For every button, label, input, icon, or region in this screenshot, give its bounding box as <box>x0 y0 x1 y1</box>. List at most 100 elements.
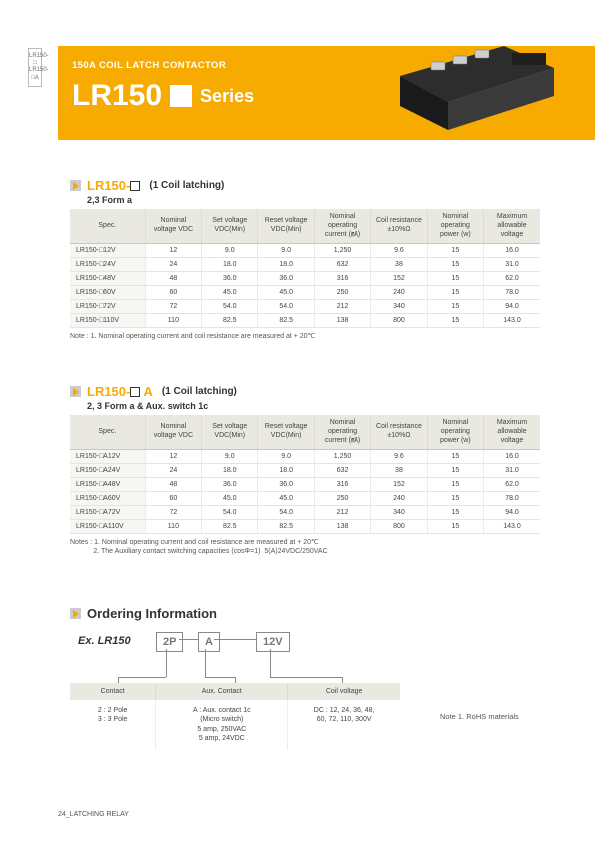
table-col-header: Nominal voltage VDC <box>145 209 201 244</box>
section-ordering: Ordering Information Ex. LR150 2P A 12V … <box>70 606 540 750</box>
order-cell: DC : 12, 24, 36, 48, 60, 72, 110, 300V <box>288 700 400 750</box>
table-col-header: Spec. <box>70 209 145 244</box>
section-header: LR150- (1 Coil latching) <box>70 178 540 193</box>
table-cell: 94.0 <box>484 300 540 314</box>
table-cell: 54.0 <box>202 300 258 314</box>
table-cell: 15 <box>427 272 483 286</box>
table-cell: 143.0 <box>484 314 540 328</box>
section-subtitle: 2,3 Form a <box>87 195 540 205</box>
table-cell: 82.5 <box>258 520 314 534</box>
table-row: LR150-□A60V6045.045.02502401578.0 <box>70 492 540 506</box>
table-cell: 72 <box>145 506 201 520</box>
order-cell: A : Aux. contact 1c (Micro switch) 5 amp… <box>156 700 288 750</box>
table-cell: 62.0 <box>484 478 540 492</box>
table-col-header: Coil resistance ±10%Ω <box>371 209 427 244</box>
table-cell: 16.0 <box>484 450 540 464</box>
section-lr150: LR150- (1 Coil latching) 2,3 Form a Spec… <box>70 178 540 341</box>
table-cell: 212 <box>314 506 370 520</box>
table-cell: 72 <box>145 300 201 314</box>
table-col-header: Spec. <box>70 415 145 450</box>
table-row: LR150-□A12V129.09.01,2509.61516.0 <box>70 450 540 464</box>
table-row: LR150-□48V4836.036.03161521562.0 <box>70 272 540 286</box>
table-cell: 15 <box>427 286 483 300</box>
table-row: LR150-□A24V2418.018.0632381531.0 <box>70 464 540 478</box>
table-cell: 12 <box>145 450 201 464</box>
ordering-diagram: Ex. LR150 2P A 12V <box>78 625 540 683</box>
table-cell: LR150-□A60V <box>70 492 145 506</box>
table-cell: 15 <box>427 450 483 464</box>
table-cell: 9.0 <box>202 244 258 258</box>
table-cell: 12 <box>145 244 201 258</box>
table-col-header: Nominal voltage VDC <box>145 415 201 450</box>
table-cell: 38 <box>371 258 427 272</box>
table-cell: LR150-□60V <box>70 286 145 300</box>
table-cell: 45.0 <box>202 286 258 300</box>
ordering-box-contact: 2P <box>156 632 183 652</box>
table-cell: 250 <box>314 286 370 300</box>
table-cell: 15 <box>427 478 483 492</box>
table-cell: 15 <box>427 520 483 534</box>
table-cell: 24 <box>145 258 201 272</box>
side-tab-line: LR150-□ <box>29 53 41 67</box>
ordering-box-voltage: 12V <box>256 632 290 652</box>
table-cell: 316 <box>314 272 370 286</box>
table-cell: 18.0 <box>258 464 314 478</box>
table-cell: 15 <box>427 258 483 272</box>
table-col-header: Set voltage VDC(Min) <box>202 415 258 450</box>
banner-series-word: Series <box>200 86 254 107</box>
section-header: Ordering Information <box>70 606 540 621</box>
table-col-header: Nominal operating current (㎃) <box>314 209 370 244</box>
table-cell: 152 <box>371 272 427 286</box>
table-cell: LR150-□48V <box>70 272 145 286</box>
table-col-header: Maximum allowable voltage <box>484 209 540 244</box>
table-cell: 9.6 <box>371 450 427 464</box>
table-cell: LR150-□24V <box>70 258 145 272</box>
table-cell: 31.0 <box>484 258 540 272</box>
table-col-header: Coil resistance ±10%Ω <box>371 415 427 450</box>
table-cell: 138 <box>314 520 370 534</box>
triangle-icon <box>70 608 81 619</box>
table-row: LR150-□72V7254.054.02123401594.0 <box>70 300 540 314</box>
table-cell: 143.0 <box>484 520 540 534</box>
table-cell: 60 <box>145 492 201 506</box>
spec-table-2: Spec.Nominal voltage VDCSet voltage VDC(… <box>70 415 540 534</box>
table-cell: 36.0 <box>202 272 258 286</box>
table-cell: 24 <box>145 464 201 478</box>
table-row: LR150-□110V11082.582.513880015143.0 <box>70 314 540 328</box>
table-cell: LR150-□12V <box>70 244 145 258</box>
table-cell: 60 <box>145 286 201 300</box>
section-title-paren: (1 Coil latching) <box>149 180 224 191</box>
ordering-table: ContactAux. ContactCoil voltage 2 : 2 Po… <box>70 683 400 750</box>
table-cell: LR150-□A24V <box>70 464 145 478</box>
table-cell: 18.0 <box>202 258 258 272</box>
table-cell: 15 <box>427 492 483 506</box>
table-row: LR150-□A110V11082.582.513880015143.0 <box>70 520 540 534</box>
table-cell: 632 <box>314 464 370 478</box>
table-note: Note : 1. Nominal operating current and … <box>70 332 540 341</box>
table-cell: 340 <box>371 506 427 520</box>
banner-placeholder-box <box>170 85 192 107</box>
table-cell: 36.0 <box>258 272 314 286</box>
table-cell: 15 <box>427 300 483 314</box>
ordering-ex-label: Ex. LR150 <box>78 635 131 647</box>
table-cell: 54.0 <box>258 506 314 520</box>
section-title: LR150- A <box>87 384 153 399</box>
table-cell: 45.0 <box>202 492 258 506</box>
table-note: Notes : 1. Nominal operating current and… <box>70 538 540 556</box>
table-col-header: Reset voltage VDC(Min) <box>258 209 314 244</box>
table-cell: 31.0 <box>484 464 540 478</box>
table-cell: 9.0 <box>202 450 258 464</box>
table-cell: 54.0 <box>202 506 258 520</box>
section-title: LR150- <box>87 178 140 193</box>
page-footer: 24_LATCHING RELAY <box>58 811 129 818</box>
table-cell: 15 <box>427 464 483 478</box>
ordering-side-note: Note 1. RoHS materials <box>440 712 519 721</box>
order-col-header: Aux. Contact <box>156 683 288 700</box>
table-cell: 250 <box>314 492 370 506</box>
section-subtitle: 2, 3 Form a & Aux. switch 1c <box>87 401 540 411</box>
table-cell: 38 <box>371 464 427 478</box>
product-image <box>377 26 567 136</box>
table-cell: 78.0 <box>484 492 540 506</box>
order-cell: 2 : 2 Pole 3 : 3 Pole <box>70 700 156 750</box>
section-header: LR150- A (1 Coil latching) <box>70 384 540 399</box>
